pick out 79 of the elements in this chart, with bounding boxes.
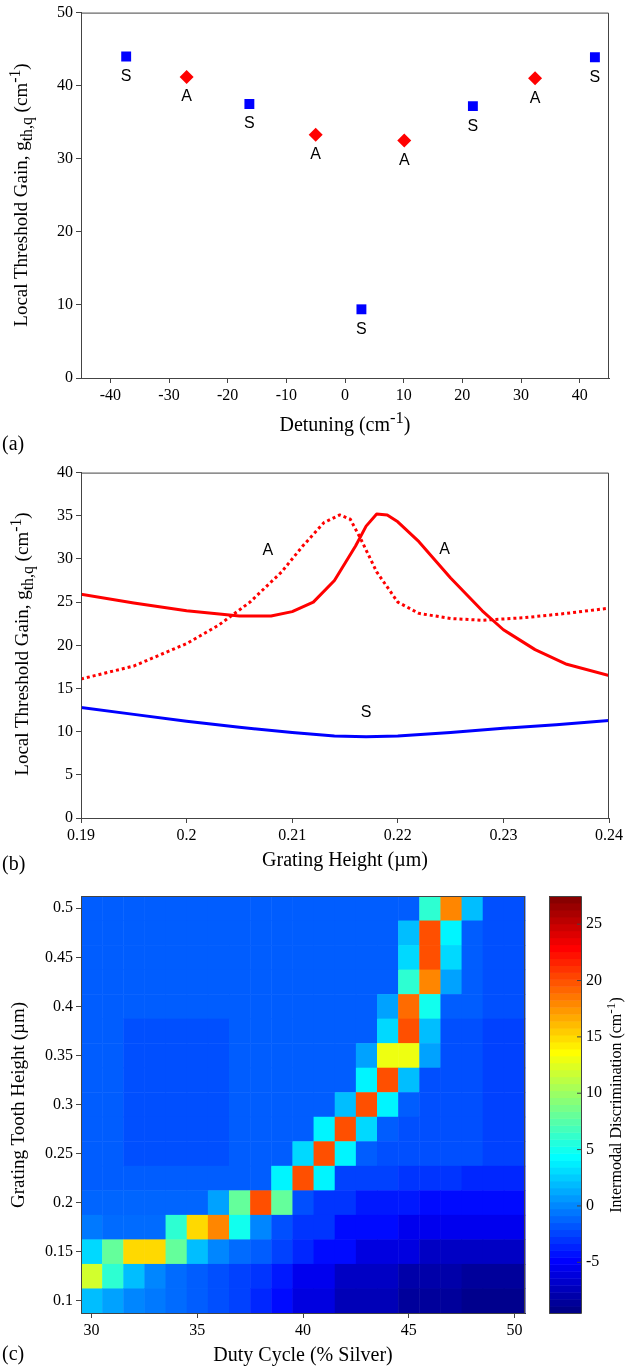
y-tick-label: 30 — [57, 549, 73, 567]
color-bar-label: 5 — [586, 1139, 594, 1157]
x-tick-label: 0.19 — [67, 825, 95, 843]
x-tick-label: 40 — [571, 385, 588, 403]
y-tick-label: 20 — [57, 222, 73, 240]
series-label: S — [360, 703, 372, 721]
y-tick-label: 25 — [57, 592, 73, 610]
color-bar-label: 20 — [586, 970, 602, 988]
x-tick-label: -20 — [217, 385, 239, 403]
x-tick-label: 0.2 — [176, 825, 197, 843]
point — [356, 304, 367, 315]
point — [121, 51, 132, 62]
x-tick-label: 45 — [400, 1320, 417, 1338]
point — [244, 99, 255, 109]
x-tick-label: 35 — [189, 1320, 206, 1338]
x-tick-label: 0.23 — [489, 825, 518, 843]
x-tick-label: -10 — [275, 385, 297, 403]
x-tick-label: 10 — [395, 385, 412, 403]
text: (c) — [2, 1342, 25, 1365]
y-tick-label: 0.45 — [45, 947, 73, 965]
series-label: S — [356, 319, 367, 337]
y-tick-label: 0.15 — [45, 1241, 73, 1259]
y-tick-label: 40 — [57, 462, 73, 480]
text: S — [589, 67, 601, 85]
text: A — [398, 150, 410, 168]
y-tick-label: 50 — [57, 2, 73, 20]
y-tick-label: 30 — [57, 148, 73, 166]
color-bar-label: -5 — [586, 1252, 600, 1270]
series-label: A — [439, 540, 451, 558]
y-axis-title: Grating Tooth Height (µm) — [6, 1000, 29, 1210]
y-tick-label: 0.2 — [53, 1192, 73, 1210]
y-tick-label: 0.3 — [53, 1094, 73, 1112]
y-tick-label: 35 — [57, 505, 73, 523]
y-tick-label: 20 — [57, 635, 73, 653]
x-tick-label: -40 — [99, 385, 121, 403]
series-label: A — [310, 145, 322, 163]
y-tick-label: 0.35 — [45, 1045, 73, 1063]
x-tick-label: 0.22 — [383, 825, 412, 843]
point — [397, 133, 412, 148]
x-tick-label: 30 — [513, 385, 529, 403]
y-tick-label: 40 — [57, 75, 73, 93]
x-tick-label: 20 — [454, 385, 471, 403]
y-tick-label: 10 — [57, 295, 73, 313]
series-label: A — [262, 541, 274, 559]
y-tick-label: 15 — [57, 678, 73, 696]
x-axis-title: Grating Height (µm) — [261, 848, 429, 871]
point — [528, 71, 543, 86]
y-tick-label: 0.25 — [45, 1143, 73, 1161]
y-tick-label: 10 — [57, 721, 73, 739]
point — [308, 127, 323, 142]
y-tick-label: 0 — [65, 368, 73, 386]
point — [467, 101, 478, 112]
y-tick-label: 0 — [65, 808, 73, 826]
text: S — [120, 66, 132, 84]
text: (a) — [2, 432, 25, 455]
text: A — [529, 88, 541, 106]
color-bar-label: 0 — [586, 1196, 594, 1214]
x-tick-label: 0.21 — [278, 825, 307, 843]
point — [179, 69, 194, 84]
text: A — [181, 87, 192, 105]
x-tick-label: 0.24 — [595, 825, 623, 843]
x-tick-label: 0 — [341, 385, 349, 403]
y-tick-label: 0.5 — [53, 898, 73, 916]
text: S — [467, 116, 479, 134]
y-tick-label: 0.4 — [53, 996, 73, 1014]
y-tick-label: 0.1 — [53, 1290, 73, 1308]
text: (b) — [2, 852, 26, 875]
x-tick-label: 40 — [295, 1320, 311, 1338]
color-bar-label: 10 — [586, 1083, 602, 1101]
text: S — [244, 114, 255, 132]
color-bar-label: 25 — [586, 914, 602, 932]
x-axis-title: Detuning (cm$^{-1}$) — [278, 408, 412, 436]
color-bar-label: 15 — [586, 1027, 602, 1045]
y-tick-label: 5 — [65, 765, 73, 783]
x-tick-label: -30 — [158, 385, 180, 403]
x-tick-label: 30 — [83, 1320, 100, 1338]
point — [589, 52, 600, 63]
x-tick-label: 50 — [506, 1320, 523, 1338]
x-axis-title: Duty Cycle (% Silver) — [212, 1343, 394, 1366]
